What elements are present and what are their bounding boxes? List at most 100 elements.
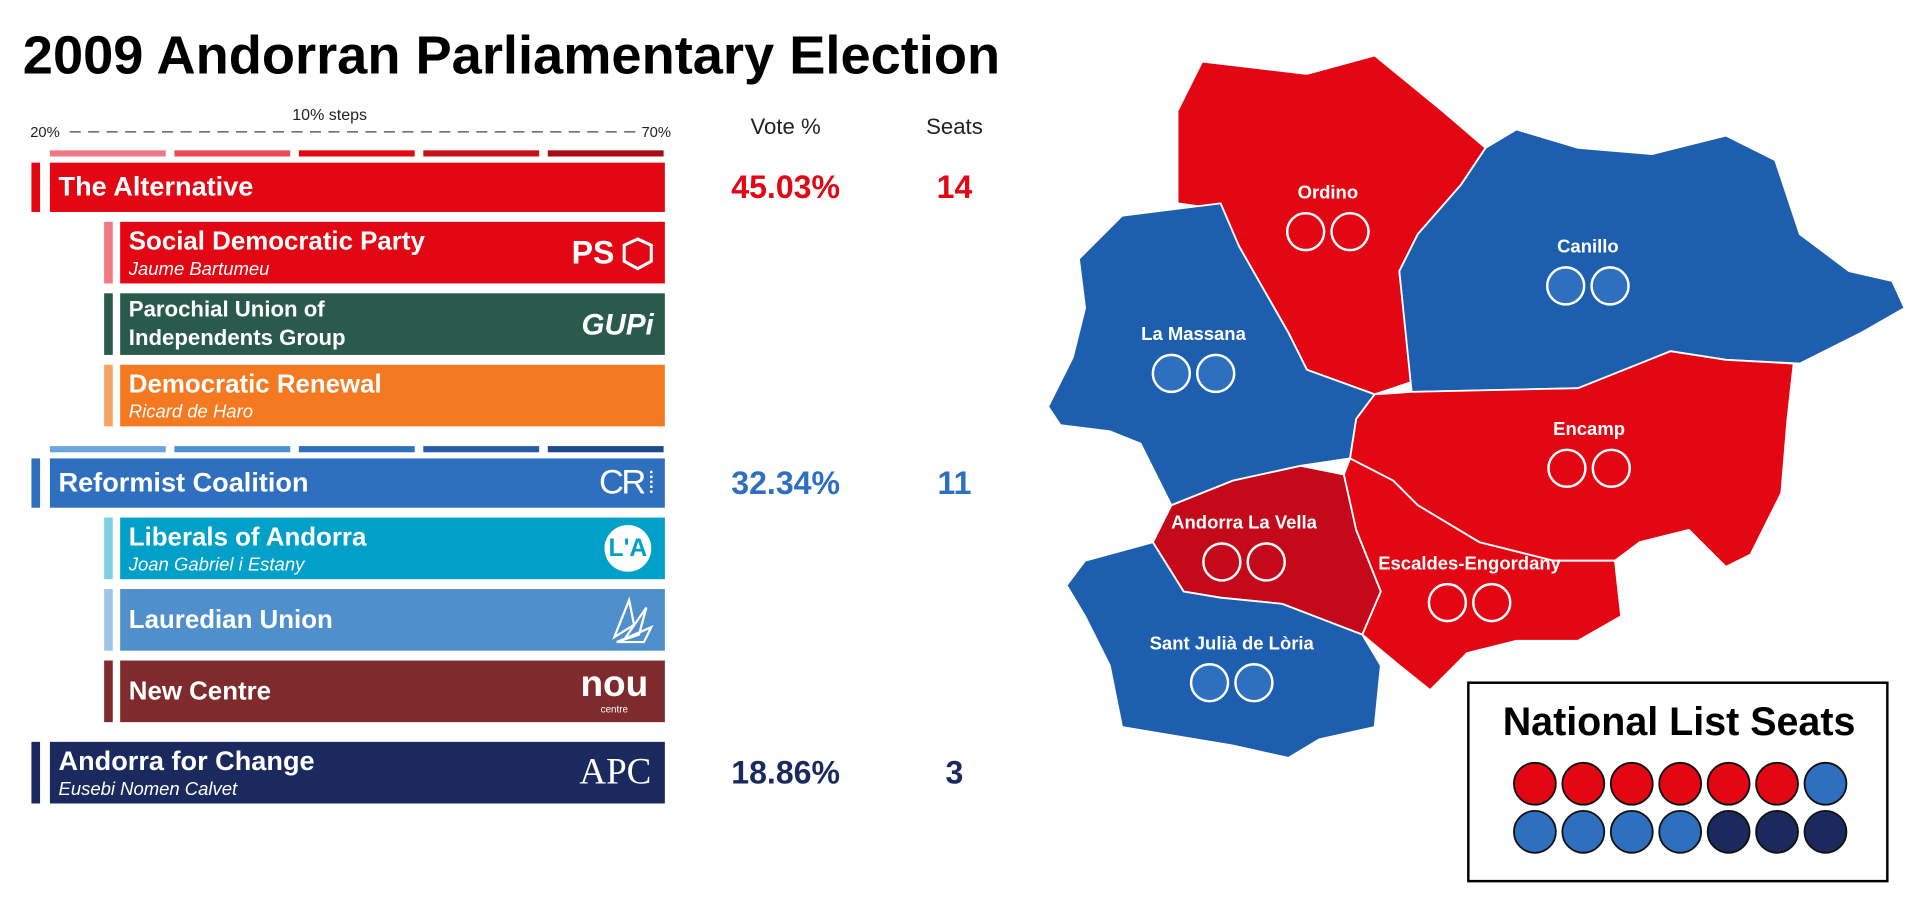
party-bar [120, 517, 665, 580]
party-name: Democratic Renewal [129, 371, 382, 399]
row-marker [104, 660, 113, 723]
region-label: Andorra La Vella [1171, 512, 1317, 533]
vote-share: 32.34% [731, 465, 840, 501]
seat [1590, 266, 1630, 306]
title: 2009 Andorran Parliamentary Election [23, 25, 1000, 85]
scale-segment [298, 446, 415, 453]
seat [1234, 662, 1274, 703]
row-marker [104, 589, 113, 651]
scale-segment [423, 446, 540, 453]
party-bar [120, 660, 665, 723]
region-label: La Massana [1141, 323, 1246, 344]
party-logo: APC [579, 751, 651, 792]
scale-segment [174, 446, 291, 453]
national-seat [1609, 761, 1654, 806]
national-seat [1706, 761, 1751, 806]
vote-share: 45.03% [731, 169, 840, 205]
party-leader: Ricard de Haro [129, 401, 253, 422]
scale-right: 70% [641, 125, 671, 141]
scale-segment [423, 150, 540, 157]
party-logo: PS [572, 235, 615, 271]
national-seat [1755, 809, 1799, 854]
party-name: Andorra for Change [59, 745, 315, 776]
scale-left: 20% [30, 125, 60, 141]
party-name: Parochial Union of [129, 296, 325, 321]
region-label: Escaldes-Engordany [1378, 552, 1561, 573]
party-logo: GUPi [581, 308, 654, 341]
region-label: Ordino [1298, 181, 1359, 202]
seat-count: 11 [938, 465, 972, 501]
party-logo: nou [580, 663, 648, 704]
seat-count: 3 [946, 755, 964, 791]
scale-segment [547, 446, 664, 453]
seat [1151, 353, 1192, 394]
seat [1472, 582, 1512, 623]
row-marker [31, 162, 41, 212]
row-marker [31, 741, 41, 804]
map-region [1065, 541, 1382, 759]
seat [1202, 542, 1242, 582]
region-label: Canillo [1557, 236, 1619, 257]
seat [1330, 211, 1370, 252]
party-name: Lauredian Union [129, 606, 333, 634]
national-seat [1803, 809, 1848, 854]
national-seat [1755, 761, 1799, 806]
party-bar [120, 364, 665, 427]
party-logo: centre [601, 704, 629, 715]
party-logo: CR [599, 463, 645, 501]
logo-icon [604, 524, 652, 572]
party-name: Reformist Coalition [59, 466, 309, 497]
seat [1195, 353, 1236, 394]
region-label: Sant Julià de Lòria [1150, 632, 1315, 653]
row-marker [104, 364, 113, 427]
national-seat [1803, 761, 1848, 806]
scale-segment [547, 150, 664, 157]
party-name: The Alternative [59, 171, 254, 202]
party-bar [120, 589, 665, 651]
party-bar [49, 162, 665, 212]
party-bar [120, 293, 665, 355]
column-header: Vote % [750, 114, 820, 139]
national-seat [1658, 809, 1703, 854]
party-name: Liberals of Andorra [129, 523, 367, 551]
row-marker [31, 458, 41, 508]
party-name: Social Democratic Party [129, 228, 426, 256]
national-seat [1609, 809, 1654, 854]
party-name: Independents Group [129, 325, 346, 350]
seat [1545, 266, 1586, 306]
logo-icon [622, 237, 653, 271]
national-seat [1561, 761, 1606, 806]
map-region [1342, 457, 1623, 692]
scale-note: 10% steps [292, 106, 367, 124]
row-marker [104, 293, 113, 355]
seat [1246, 542, 1286, 582]
party-bar [49, 458, 665, 508]
vote-share: 18.86% [731, 755, 840, 791]
national-seat [1658, 761, 1703, 806]
logo-icon [612, 596, 654, 644]
national-seat [1513, 761, 1557, 806]
party-leader: Eusebi Nomen Calvet [59, 778, 238, 799]
seat [1591, 448, 1632, 489]
national-seat [1561, 809, 1606, 854]
seat-count: 14 [937, 169, 973, 205]
scale-segment [298, 150, 415, 157]
party-leader: Jaume Bartumeu [128, 258, 270, 279]
column-header: Seats [926, 114, 983, 139]
national-seat [1706, 809, 1751, 854]
scale-segment [174, 150, 291, 157]
row-marker [104, 517, 113, 580]
national-title: National List Seats [1503, 700, 1856, 744]
seat [1547, 448, 1587, 489]
party-logo: L'A [609, 535, 648, 562]
party-bar [49, 741, 665, 804]
national-seat [1513, 809, 1557, 854]
seat [1189, 662, 1230, 703]
party-leader: Joan Gabriel i Estany [128, 554, 306, 575]
seat [1285, 211, 1326, 252]
party-name: New Centre [129, 677, 271, 705]
row-marker [104, 221, 113, 284]
seat [1427, 582, 1468, 623]
